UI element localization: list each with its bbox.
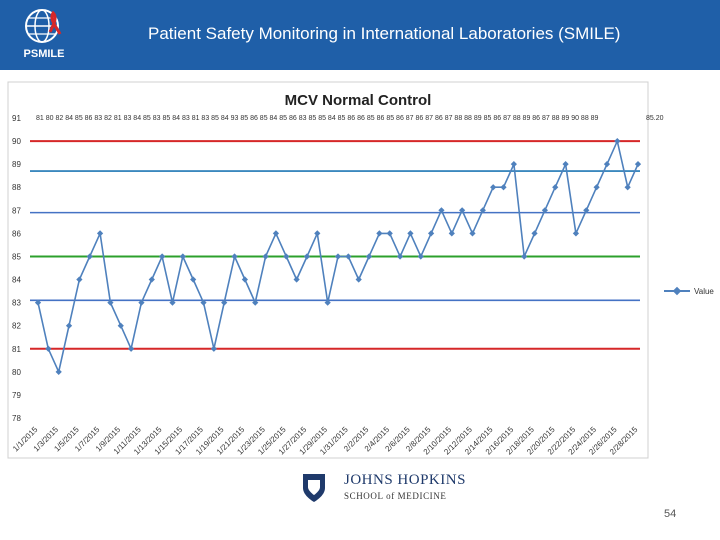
chart-frame	[7, 81, 649, 459]
data-point	[293, 276, 300, 283]
y-tick-label: 81	[12, 345, 21, 354]
data-point	[241, 276, 249, 283]
legend-marker	[672, 286, 682, 296]
y-tick-label: 85	[12, 252, 21, 261]
data-point	[355, 276, 362, 283]
data-point	[200, 299, 207, 306]
y-tick-label: 83	[12, 299, 21, 308]
top-right-label: 85.20	[646, 115, 664, 122]
legend: Value	[664, 286, 714, 296]
y-tick-label: 90	[12, 137, 21, 146]
data-point	[107, 299, 114, 306]
data-point	[148, 276, 155, 283]
globe-ribbon-icon	[25, 9, 62, 43]
y-tick-label: 84	[12, 276, 21, 285]
y-tick-label: 91	[12, 114, 21, 123]
y-tick-label: 78	[12, 414, 21, 423]
page-title: Patient Safety Monitoring in Internation…	[148, 24, 621, 43]
y-tick-label: 82	[12, 322, 21, 331]
data-point	[127, 345, 135, 352]
data-point	[138, 299, 145, 306]
y-tick-label: 87	[12, 206, 21, 215]
data-point	[593, 184, 600, 191]
y-tick-label: 89	[12, 160, 21, 169]
mcv-chart: MCV Normal Control 81 80 82 84 85 86 83 …	[7, 81, 714, 459]
chart-title: MCV Normal Control	[285, 92, 432, 109]
data-point	[96, 230, 104, 237]
top-label-strip: 81 80 82 84 85 86 83 82 81 83 84 85 83 8…	[36, 115, 599, 122]
y-axis: 78 79 80 81 82 83 84 85 86 87 88 89 90 91	[12, 114, 21, 423]
logo-text: PSMILE	[23, 48, 65, 60]
data-point	[221, 299, 228, 306]
institution-sub: SCHOOL of MEDICINE	[344, 491, 447, 501]
y-tick-label: 79	[12, 391, 21, 400]
data-point	[34, 299, 42, 306]
data-point	[169, 299, 176, 306]
data-point	[190, 276, 197, 283]
institution-name: JOHNS HOPKINS	[344, 472, 466, 488]
y-tick-label: 86	[12, 229, 21, 238]
data-point	[562, 161, 569, 168]
shield-icon	[303, 474, 325, 502]
data-point	[624, 184, 631, 191]
page-number: 54	[664, 508, 677, 520]
data-point	[179, 253, 186, 260]
legend-label: Value	[694, 287, 714, 296]
header-bar: PSMILE Patient Safety Monitoring in Inte…	[0, 0, 720, 70]
y-tick-label: 88	[12, 183, 21, 192]
y-tick-label: 80	[12, 368, 21, 377]
data-point	[210, 345, 217, 352]
johns-hopkins-logo: JOHNS HOPKINS SCHOOL of MEDICINE	[300, 472, 470, 504]
psmile-logo: PSMILE	[14, 6, 118, 66]
